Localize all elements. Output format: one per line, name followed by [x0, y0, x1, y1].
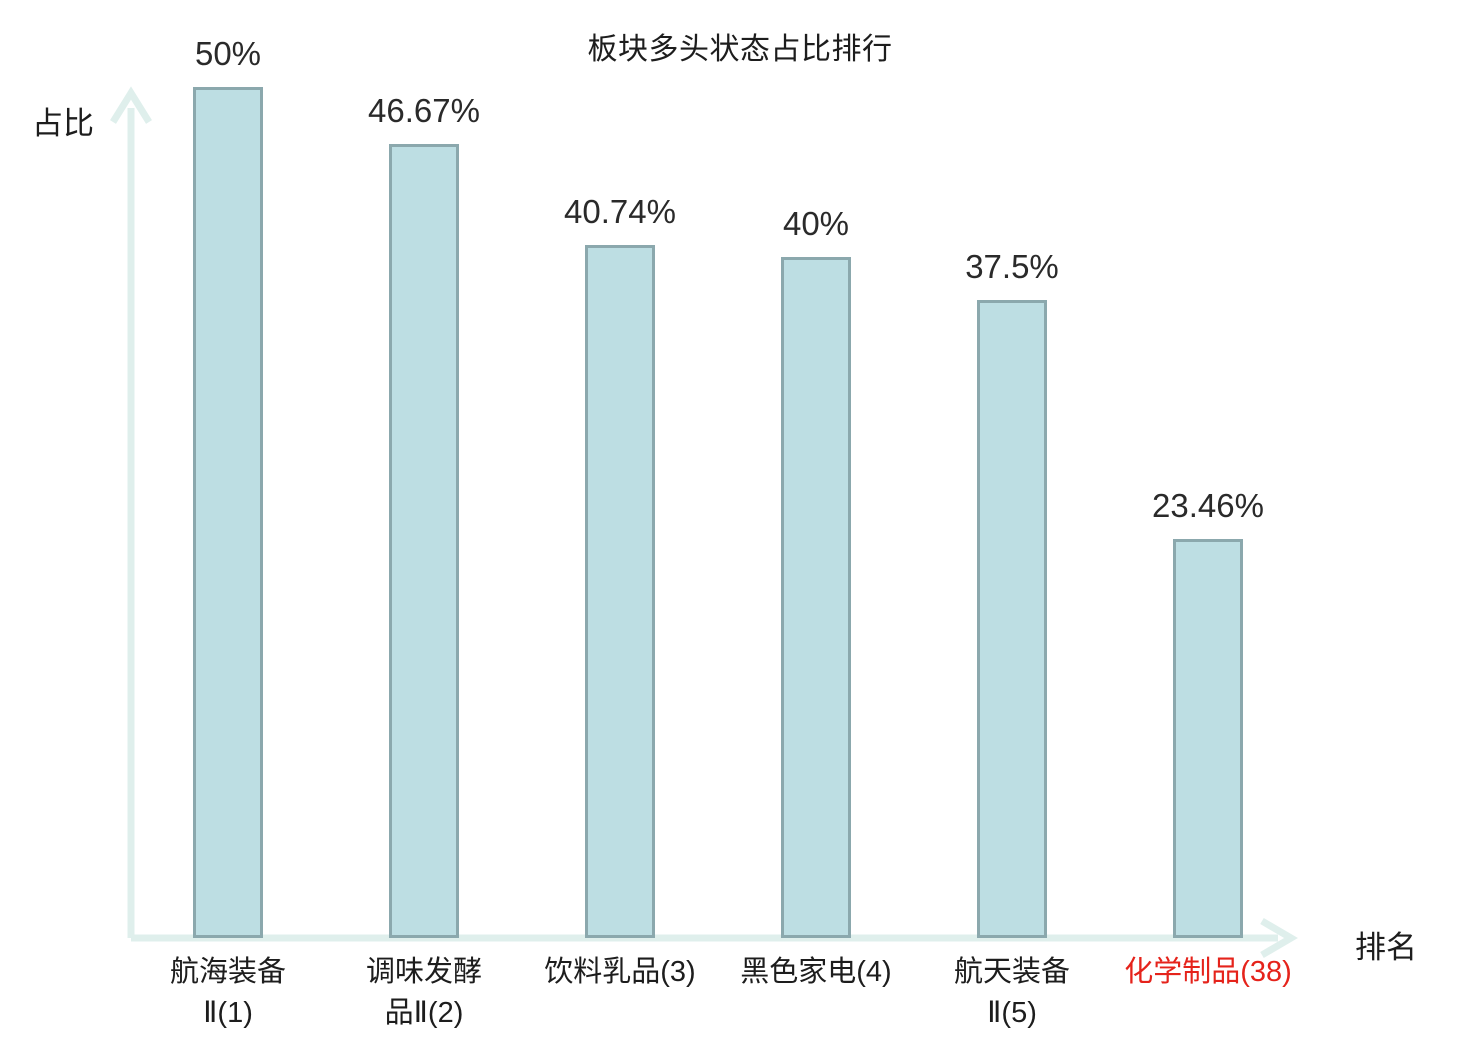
- category-label-line: Ⅱ(1): [203, 997, 253, 1029]
- x-axis-category-label: 饮料乳品(3): [522, 952, 718, 993]
- bar[interactable]: [977, 299, 1047, 938]
- x-axis-category-label: 化学制品(38): [1110, 952, 1306, 993]
- bar[interactable]: [1173, 538, 1243, 938]
- category-label-line: 黑色家电(4): [740, 956, 892, 988]
- category-label-line: 航天装备: [953, 956, 1070, 988]
- bar-value-label: 46.67%: [368, 91, 480, 129]
- x-axis-category-label: 航天装备 Ⅱ(5): [914, 952, 1110, 1034]
- category-label-line: 调味发酵: [365, 956, 482, 988]
- category-label-line: Ⅱ(5): [987, 997, 1037, 1029]
- bar-value-label: 40.74%: [564, 192, 676, 230]
- category-label-line: 化学制品(38): [1124, 956, 1292, 988]
- category-label-line: 品Ⅱ(2): [384, 997, 464, 1029]
- category-label-line: 航海装备: [169, 956, 286, 988]
- bar[interactable]: [193, 87, 263, 938]
- y-axis-title: 占比: [32, 106, 94, 141]
- x-axis-category-label: 调味发酵品Ⅱ(2): [326, 952, 522, 1034]
- bar-value-label: 40%: [782, 205, 850, 243]
- bar[interactable]: [585, 244, 655, 938]
- bar-value-label: 50%: [194, 35, 262, 72]
- bar[interactable]: [389, 143, 459, 938]
- category-label-line: 饮料乳品(3): [544, 956, 696, 988]
- x-axis-category-label: 航海装备 Ⅱ(1): [130, 952, 326, 1034]
- chart-title: 板块多头状态占比排行: [587, 33, 893, 66]
- bar-value-label: 37.5%: [965, 247, 1059, 285]
- bar-value-label: 23.46%: [1152, 486, 1264, 524]
- bar[interactable]: [781, 257, 851, 938]
- x-axis-category-label: 黑色家电(4): [718, 952, 914, 993]
- x-axis-title: 排名: [1355, 930, 1417, 965]
